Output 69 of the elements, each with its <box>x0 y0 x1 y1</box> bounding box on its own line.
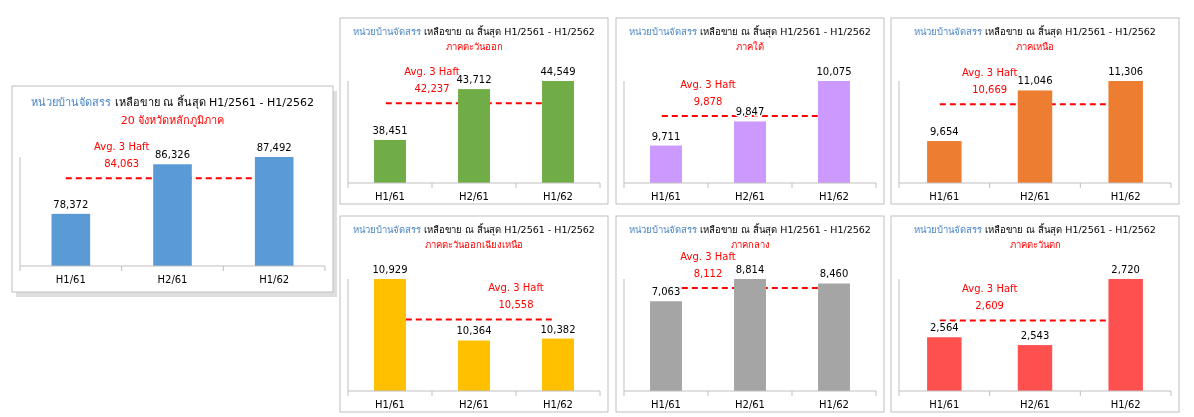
annotation: 10,669 <box>972 84 1008 96</box>
annotation: 9,878 <box>693 95 723 107</box>
x-tick-label: H1/62 <box>1110 191 1141 202</box>
data-label: 11,046 <box>1017 75 1053 87</box>
data-label: 43,712 <box>456 74 492 86</box>
data-label: 86,326 <box>155 149 190 161</box>
ref-line-label: Avg. 3 Haft <box>488 282 544 294</box>
data-label: 7,063 <box>651 286 681 298</box>
x-tick-label: H2/61 <box>459 399 489 410</box>
x-tick-label: H1/61 <box>651 399 681 410</box>
x-tick-label: H2/61 <box>735 191 765 202</box>
x-tick-label: H2/61 <box>735 399 765 410</box>
data-label: 87,492 <box>256 142 292 153</box>
chart-subtitle: ภาคใต้ <box>736 41 764 52</box>
x-tick-label: H2/61 <box>1020 399 1050 410</box>
x-tick-label: H1/62 <box>259 274 290 285</box>
ref-line-label: Avg. 3 Haft <box>961 283 1018 295</box>
chart-title: หน่วยบ้านจัดสรร เหลือขาย ณ สิ้นสุด H1/2561 - H1/2562 <box>629 223 871 236</box>
chart-subtitle: ภาคตะวันออก <box>445 41 503 52</box>
x-tick-label: H2/61 <box>1020 191 1050 202</box>
data-label: 2,564 <box>930 322 959 334</box>
x-tick-label: H1/61 <box>55 274 86 285</box>
chart-title: หน่วยบ้านจัดสรร เหลือขาย ณ สิ้นสุด H1/2561 - H1/2562 <box>353 223 595 236</box>
data-label: 10,075 <box>816 66 852 77</box>
x-tick-label: H1/61 <box>375 191 405 202</box>
x-tick-label: H2/61 <box>459 191 489 202</box>
ref-line-label: Avg. 3 Haft <box>680 78 736 90</box>
data-label: 9,847 <box>735 106 765 118</box>
chart-subtitle: ภาคตะวันออกเฉียงเหนือ <box>425 239 523 250</box>
x-tick-label: H1/61 <box>929 399 960 410</box>
annotation: 42,237 <box>414 83 450 95</box>
chart-subtitle: ภาคตะวันตก <box>1009 239 1061 250</box>
chart-title: หน่วยบ้านจัดสรร เหลือขาย ณ สิ้นสุด H1/2561 - H1/2562 <box>914 25 1156 38</box>
chart-title: หน่วยบ้านจัดสรร เหลือขาย ณ สิ้นสุด H1/2561 - H1/2562 <box>353 25 595 38</box>
data-label: 9,711 <box>651 130 681 142</box>
x-tick-label: H2/61 <box>157 274 188 285</box>
x-tick-label: H1/61 <box>651 191 681 202</box>
data-label: 78,372 <box>53 198 89 210</box>
data-label: 2,720 <box>1111 264 1140 275</box>
x-tick-label: H1/62 <box>543 191 573 202</box>
chart-subtitle: 20 จังหวัดหลักภูมิภาค <box>120 114 225 127</box>
annotation: 2,609 <box>975 300 1004 312</box>
data-label: 8,460 <box>819 268 849 280</box>
chart-title: หน่วยบ้านจัดสรร เหลือขาย ณ สิ้นสุด H1/2561 - H1/2562 <box>31 94 314 109</box>
data-label: 9,654 <box>930 126 959 138</box>
chart-subtitle: ภาคกลาง <box>730 239 770 250</box>
annotation: 10,558 <box>498 299 534 311</box>
chart-title: หน่วยบ้านจัดสรร เหลือขาย ณ สิ้นสุด H1/2561 - H1/2562 <box>914 223 1156 236</box>
annotation: 84,063 <box>104 158 140 170</box>
data-label: 10,364 <box>456 325 492 337</box>
data-label: 2,543 <box>1020 330 1050 342</box>
x-tick-label: H1/62 <box>819 191 849 202</box>
data-label: 8,814 <box>735 264 765 275</box>
ref-line-label: Avg. 3 Haft <box>961 67 1018 79</box>
ref-line-label: Avg. 3 Haft <box>680 250 736 262</box>
data-label: 10,929 <box>372 264 408 275</box>
data-label: 38,451 <box>372 124 408 136</box>
data-label: 44,549 <box>540 66 576 77</box>
x-tick-label: H1/62 <box>1110 399 1141 410</box>
data-label: 11,306 <box>1108 66 1144 77</box>
x-tick-label: H1/62 <box>543 399 573 410</box>
chart-title: หน่วยบ้านจัดสรร เหลือขาย ณ สิ้นสุด H1/2561 - H1/2562 <box>629 25 871 38</box>
annotation: 8,112 <box>693 267 723 279</box>
data-label: 10,382 <box>540 323 576 335</box>
x-tick-label: H1/61 <box>929 191 960 202</box>
ref-line-label: Avg. 3 Haft <box>93 141 150 153</box>
x-tick-label: H1/61 <box>375 399 405 410</box>
x-tick-label: H1/62 <box>819 399 849 410</box>
chart-subtitle: ภาคเหนือ <box>1016 41 1054 52</box>
